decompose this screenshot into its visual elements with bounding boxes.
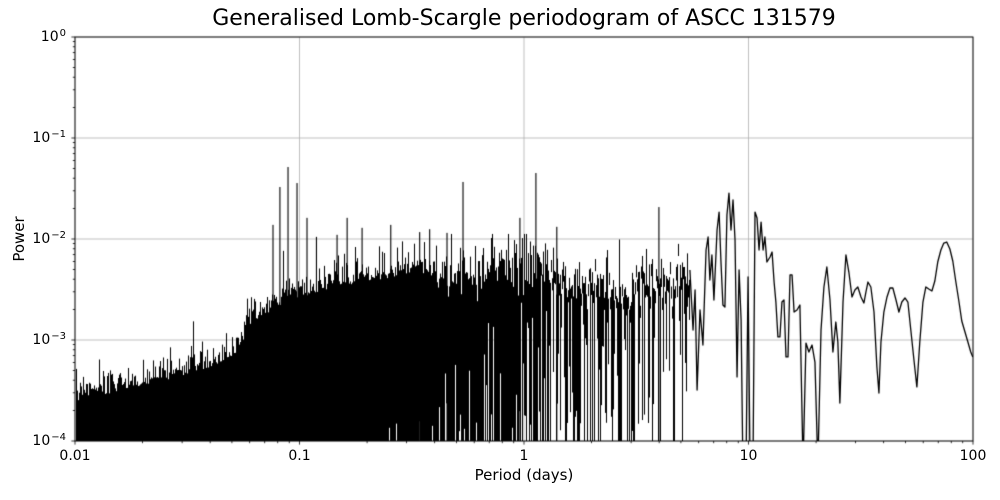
y-tick-label-10^−3: 10−3 [32, 331, 66, 348]
y-tick-label-10^−1: 10−1 [32, 129, 66, 146]
x-tick-label-10: 10 [739, 448, 758, 464]
x-tick-label-0.1: 0.1 [288, 448, 311, 464]
y-tick-label-10^0: 100 [40, 28, 66, 45]
y-tick-label-10^−2: 10−2 [32, 230, 66, 247]
x-tick-label-0.01: 0.01 [59, 448, 91, 464]
x-tick-label-100: 100 [959, 448, 987, 464]
y-tick-label-10^−4: 10−4 [32, 432, 66, 449]
x-axis-label: Period (days) [474, 466, 574, 484]
x-tick-label-1: 1 [519, 448, 529, 464]
plot-title: Generalised Lomb-Scargle periodogram of … [212, 6, 836, 31]
